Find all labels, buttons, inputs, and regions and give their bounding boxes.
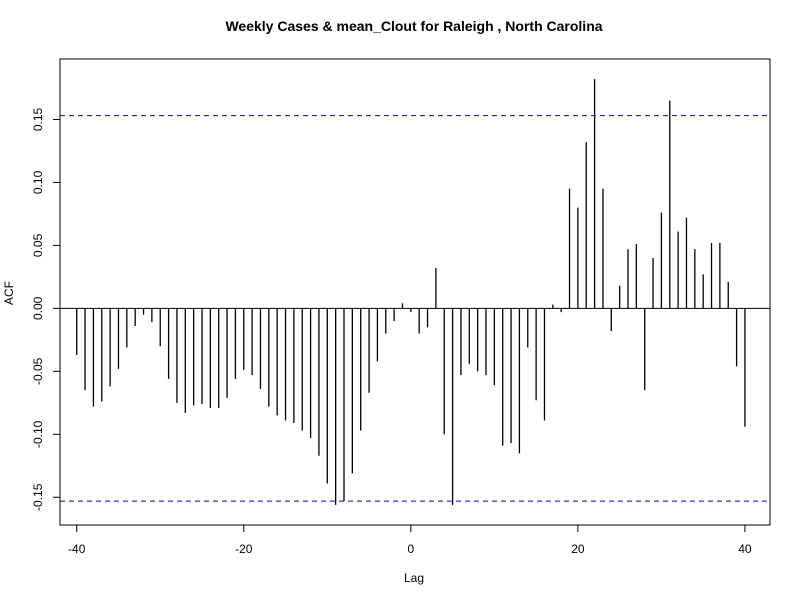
y-axis-label: ACF [2,281,16,305]
y-tick-label: -0.10 [31,420,45,448]
y-tick-label: 0.10 [31,170,45,194]
plot-frame [59,58,771,526]
y-tick-label: 0.00 [31,296,45,320]
y-tick-label: 0.05 [31,233,45,257]
y-axis: -0.15 -0.10 -0.05 0.00 0.05 0.10 0.15 [31,107,61,511]
x-tick-label: 0 [407,542,414,556]
x-axis-label: Lag [404,571,424,585]
x-tick-label: 20 [571,542,585,556]
acf-bars [76,79,746,505]
x-tick-label: -40 [68,542,86,556]
y-tick-label: -0.05 [31,357,45,385]
y-tick-label: 0.15 [31,107,45,131]
chart-title: Weekly Cases & mean_Clout for Raleigh , … [225,18,602,34]
x-tick-label: -20 [235,542,253,556]
x-tick-label: 40 [738,542,752,556]
y-tick-label: -0.15 [31,483,45,511]
x-axis: -40 -20 0 20 40 [68,524,752,556]
